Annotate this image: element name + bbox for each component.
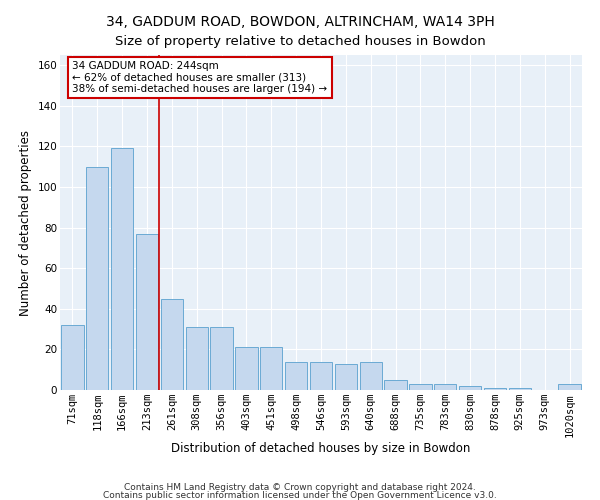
Bar	[111, 148, 133, 390]
Bar	[434, 384, 457, 390]
Bar	[285, 362, 307, 390]
Bar	[484, 388, 506, 390]
Bar	[136, 234, 158, 390]
Text: 34, GADDUM ROAD, BOWDON, ALTRINCHAM, WA14 3PH: 34, GADDUM ROAD, BOWDON, ALTRINCHAM, WA1…	[106, 15, 494, 29]
Bar	[211, 327, 233, 390]
Bar	[61, 325, 83, 390]
Bar	[359, 362, 382, 390]
Bar	[185, 327, 208, 390]
Text: Contains HM Land Registry data © Crown copyright and database right 2024.: Contains HM Land Registry data © Crown c…	[124, 484, 476, 492]
Bar	[235, 348, 257, 390]
Bar	[310, 362, 332, 390]
Text: 34 GADDUM ROAD: 244sqm
← 62% of detached houses are smaller (313)
38% of semi-de: 34 GADDUM ROAD: 244sqm ← 62% of detached…	[73, 61, 328, 94]
Y-axis label: Number of detached properties: Number of detached properties	[19, 130, 32, 316]
Bar	[260, 348, 283, 390]
Bar	[509, 388, 531, 390]
Text: Size of property relative to detached houses in Bowdon: Size of property relative to detached ho…	[115, 35, 485, 48]
Bar	[559, 384, 581, 390]
Text: Contains public sector information licensed under the Open Government Licence v3: Contains public sector information licen…	[103, 490, 497, 500]
Bar	[335, 364, 357, 390]
Bar	[409, 384, 431, 390]
Bar	[86, 166, 109, 390]
Bar	[161, 298, 183, 390]
X-axis label: Distribution of detached houses by size in Bowdon: Distribution of detached houses by size …	[172, 442, 470, 455]
Bar	[385, 380, 407, 390]
Bar	[459, 386, 481, 390]
